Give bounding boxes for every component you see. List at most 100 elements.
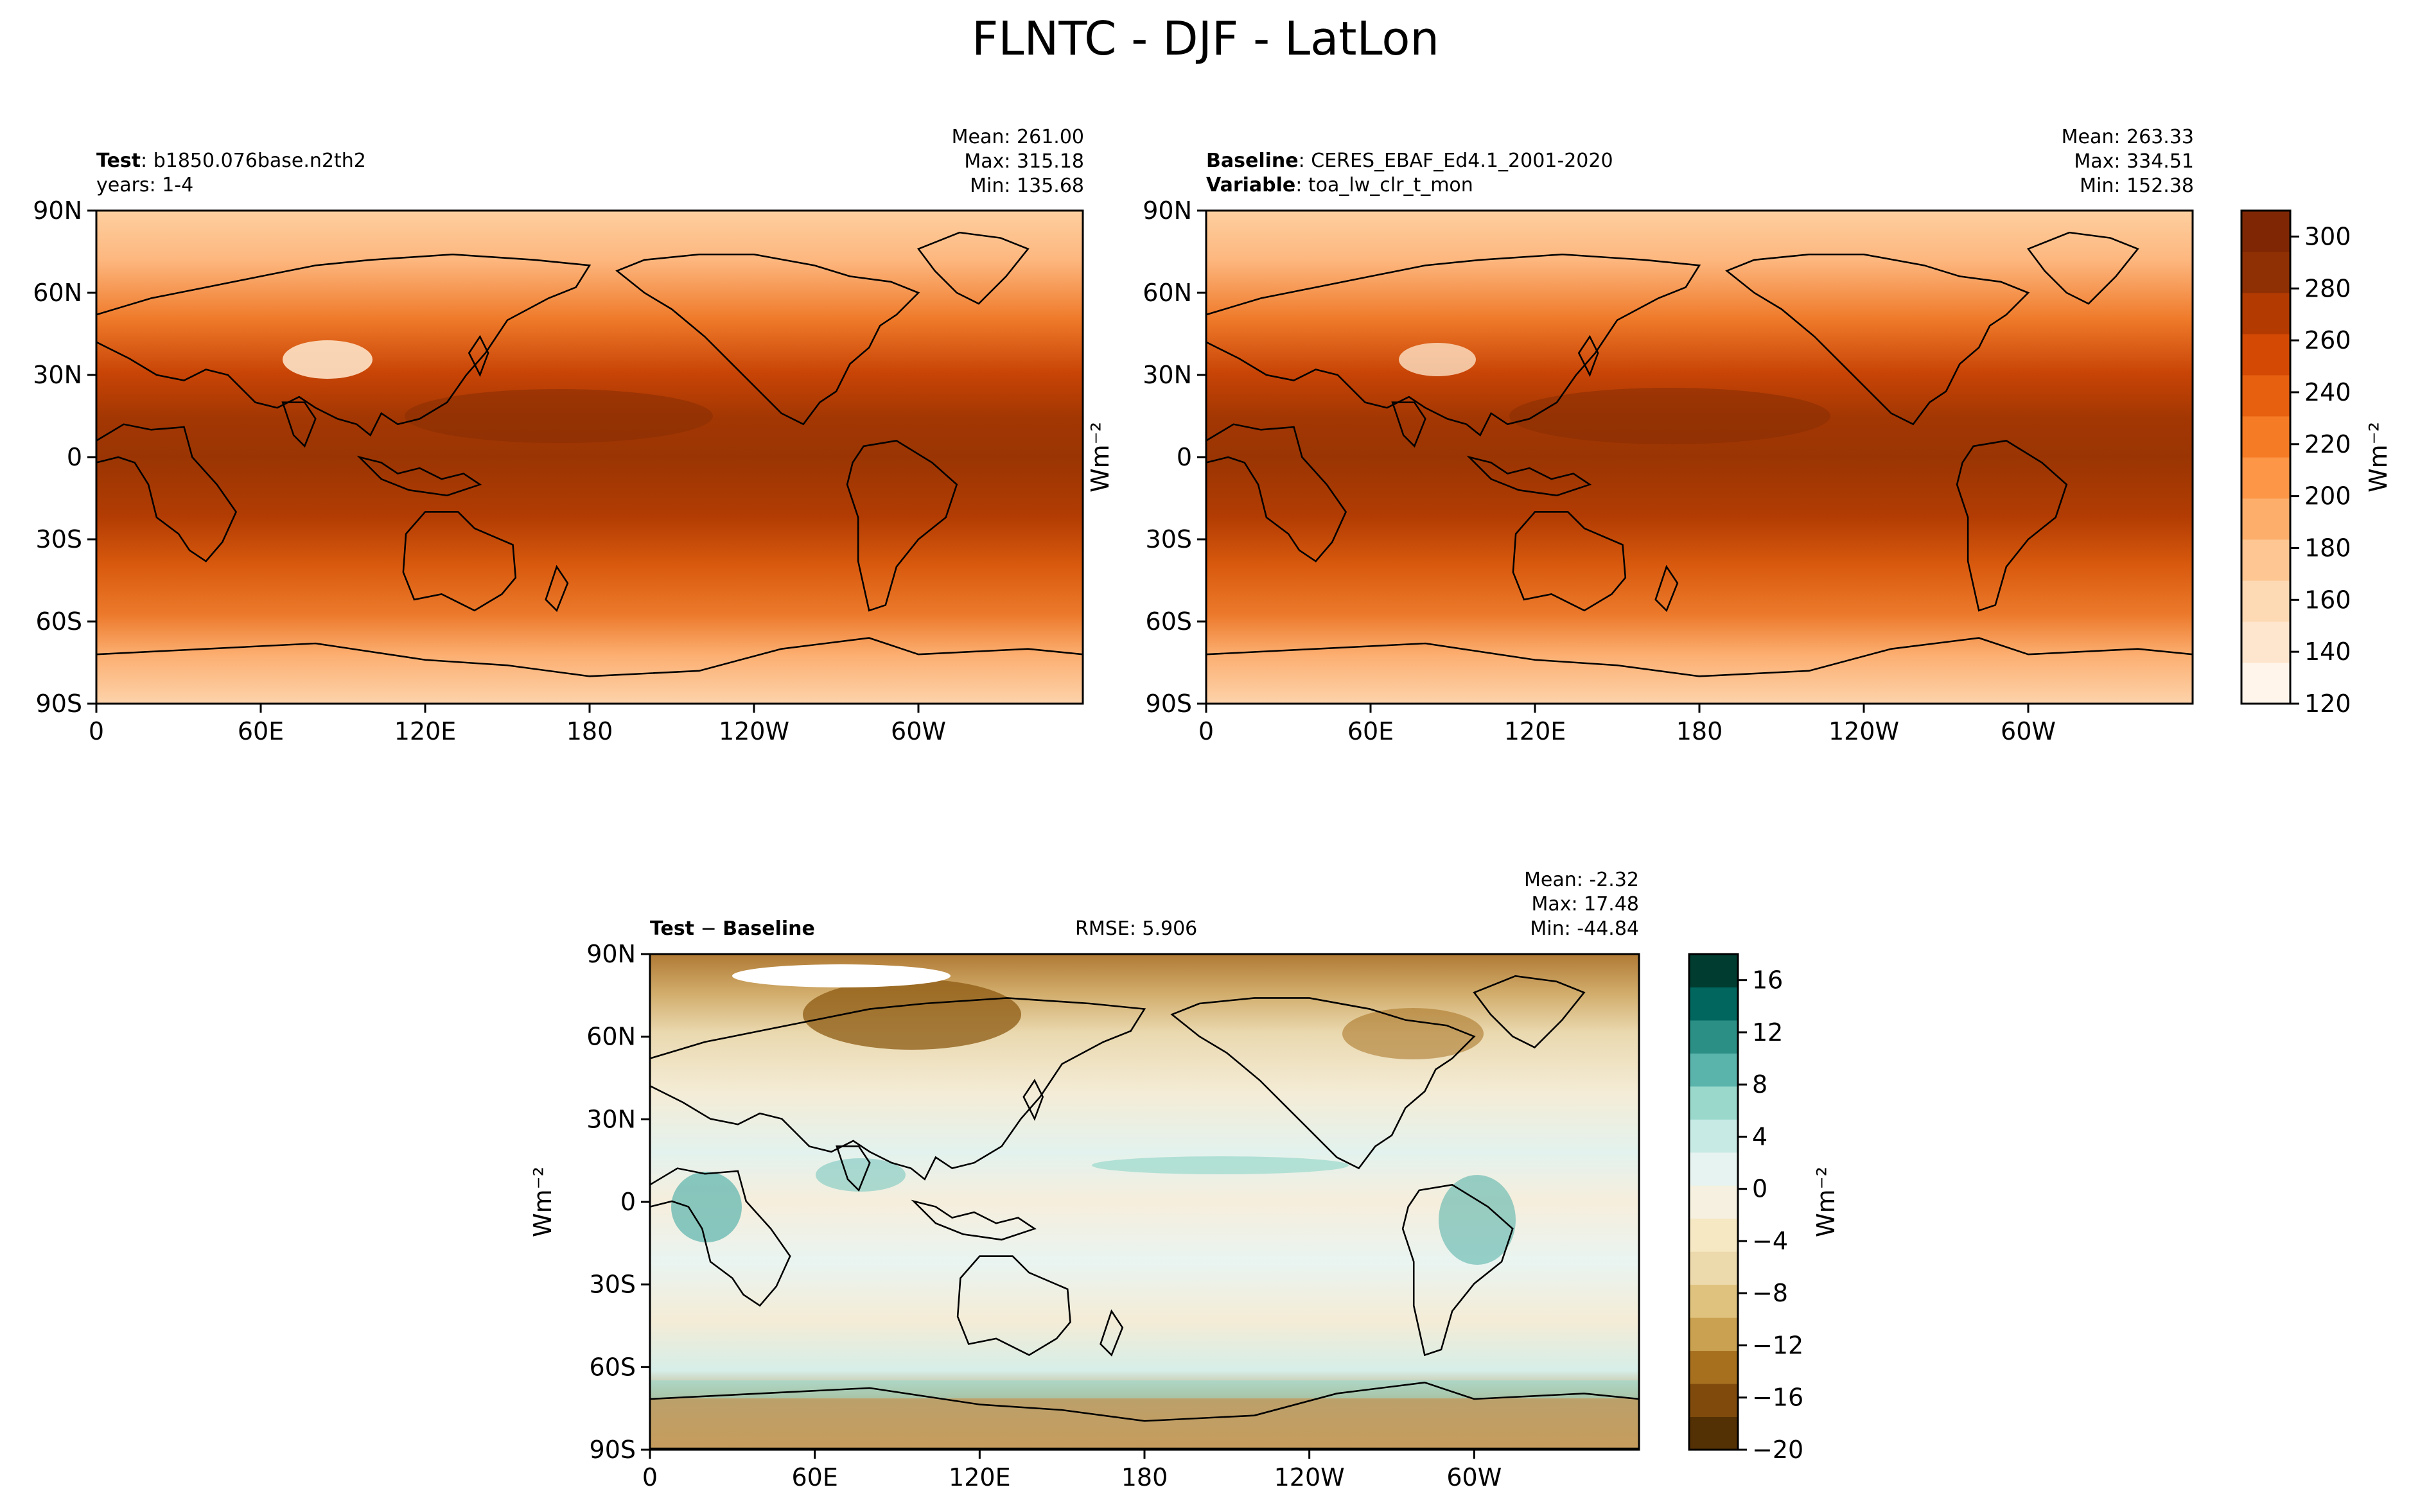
diff-pacific-positive: [1092, 1156, 1349, 1174]
diff-label-key: Test: [650, 917, 695, 940]
difference-x-tick-label: 180: [1121, 1463, 1168, 1491]
baseline-label-key: Baseline: [1206, 150, 1299, 172]
test-map-panel: 0 60E 120E 180 120W 60W 90N 60N 30N 0 30S 60S 90S: [33, 196, 1083, 745]
field-colorbar-label: Wm⁻²: [2364, 422, 2392, 492]
diff-min: Min: -44.84: [1530, 917, 1639, 940]
field-colorbar-segment: [2241, 498, 2290, 540]
diff-panel-label: Test − Baseline: [650, 917, 815, 941]
diff-southern-ocean-positive: [650, 1380, 1639, 1398]
field-colorbar-segment: [2241, 252, 2290, 293]
difference-x-tick-label: 120E: [949, 1463, 1011, 1491]
difference-x-tick-label: 60E: [791, 1463, 837, 1491]
test-x-tick-label: 60E: [238, 717, 284, 745]
field-colorbar-tick-label: 220: [2304, 430, 2351, 458]
test-label-value: b1850.076base.n2th2: [153, 150, 366, 172]
test-max: Max: 315.18: [964, 150, 1084, 173]
diff-colorbar-frame: [1688, 953, 1739, 1451]
diff-colorbar-segment: [1689, 987, 1738, 1021]
baseline-y-axis-label: Wm⁻²: [1086, 422, 1114, 492]
baseline-x-tick-label: 60E: [1347, 717, 1394, 745]
test-y-tick-label: 90N: [33, 196, 82, 225]
baseline-max: Max: 334.51: [2074, 150, 2194, 173]
test-axes: 0 60E 120E 180 120W 60W 90N 60N 30N 0 30S 60S 90S: [33, 196, 946, 745]
field-colorbar-tick-label: 120: [2304, 690, 2351, 718]
difference-x-tick-label: 120W: [1274, 1463, 1345, 1491]
difference-y-tick-label: 90S: [590, 1436, 636, 1464]
baseline-x-tick-label: 0: [1198, 717, 1214, 745]
diff-africa-positive: [671, 1172, 742, 1242]
diff-map-panel: 0 60E 120E 180 120W 60W 90N 60N 30N 0 30S 60S 90S Wm⁻…: [529, 940, 1639, 1491]
diff-canada-negative: [1342, 1008, 1484, 1059]
diff-colorbar-segment: [1689, 1086, 1738, 1120]
test-y-tick-label: 30N: [33, 361, 82, 389]
difference-y-tick-label: 30S: [590, 1271, 636, 1299]
baseline-x-tick-label: 120W: [1828, 717, 1899, 745]
diff-label-op: −: [694, 917, 723, 940]
baseline-y-tick-label: 90S: [1146, 690, 1192, 718]
diff-colorbar-tick-label: −12: [1752, 1331, 1803, 1359]
difference-x-tick-label: 60W: [1446, 1463, 1502, 1491]
baseline-panel-label: Baseline: CERES_EBAF_Ed4.1_2001-2020 Var…: [1206, 150, 1613, 196]
diff-colorbar-segment: [1689, 1119, 1738, 1153]
baseline-y-tick-label: 60S: [1146, 607, 1192, 636]
test-x-tick-label: 120W: [719, 717, 789, 745]
test-panel-label: Test: b1850.076base.n2th2 years: 1-4: [96, 150, 366, 196]
baseline-map-panel: 0 60E 120E 180 120W 60W 90N 60N 30N 0 30S 60S 90S Wm⁻…: [1086, 196, 2193, 745]
variable-label-value: toa_lw_clr_t_mon: [1308, 174, 1473, 196]
field-colorbar-segment: [2241, 334, 2290, 376]
field-colorbar-tick-label: 300: [2304, 222, 2351, 250]
diff-amazon-positive: [1439, 1175, 1516, 1265]
test-label-key: Test: [96, 150, 141, 172]
diff-colorbar-tick-label: −20: [1752, 1436, 1803, 1464]
diff-colorbar-segment: [1689, 954, 1738, 987]
baseline-min: Min: 152.38: [2080, 175, 2194, 197]
diff-colorbar-segment: [1689, 1185, 1738, 1219]
baseline-axes: 0 60E 120E 180 120W 60W 90N 60N 30N 0 30S 60S 90S Wm⁻…: [1086, 196, 2056, 745]
baseline-x-tick-label: 60W: [2001, 717, 2056, 745]
diff-colorbar-tick-label: 8: [1752, 1070, 1767, 1099]
test-x-tick-label: 120E: [394, 717, 457, 745]
test-x-tick-label: 180: [566, 717, 613, 745]
test-years: years: 1-4: [96, 174, 194, 196]
baseline-label-value: CERES_EBAF_Ed4.1_2001-2020: [1311, 150, 1613, 172]
diff-colorbar-tick-label: 4: [1752, 1122, 1767, 1151]
field-colorbar-segment: [2241, 416, 2290, 458]
diff-colorbar-tick-label: −16: [1752, 1384, 1803, 1412]
diff-colorbar-tick-label: 16: [1752, 966, 1783, 995]
diff-axes: 0 60E 120E 180 120W 60W 90N 60N 30N 0 30S 60S 90S Wm⁻…: [529, 940, 1502, 1491]
difference-x-tick-label: 0: [642, 1463, 658, 1491]
diff-colorbar-segment: [1689, 1251, 1738, 1285]
baseline-x-tick-label: 180: [1676, 717, 1723, 745]
difference-y-axis-label: Wm⁻²: [529, 1167, 557, 1237]
field-colorbar-tick-label: 200: [2304, 482, 2351, 510]
diff-colorbar-label: Wm⁻²: [1812, 1167, 1840, 1237]
diff-indian-positive: [816, 1158, 906, 1192]
field-colorbar-tick-label: 280: [2304, 274, 2351, 302]
test-x-tick-label: 60W: [891, 717, 946, 745]
baseline-warm-pool: [1509, 388, 1830, 444]
diff-colorbar-segment: [1689, 1317, 1738, 1351]
diff-colorbar-segment: [1689, 1053, 1738, 1087]
diff-colorbar-segment: [1689, 1384, 1738, 1418]
diff-colorbar-tick-label: 0: [1752, 1175, 1767, 1203]
diff-colorbar-segment: [1689, 1416, 1738, 1450]
field-colorbar-segment: [2241, 580, 2290, 622]
diff-arctic-missing: [732, 964, 951, 987]
baseline-y-tick-label: 30N: [1143, 361, 1192, 389]
test-warm-pool: [405, 389, 713, 443]
variable-label-key: Variable: [1206, 174, 1296, 196]
baseline-y-tick-label: 60N: [1143, 279, 1192, 307]
field-colorbar-tick-label: 260: [2304, 326, 2351, 354]
diff-colorbar: −20 −16 −12 −8 −4 0 4 8 12 16 Wm⁻²: [1688, 953, 1840, 1464]
test-map-field: [96, 211, 1083, 704]
field-colorbar: 120 140 160 180 200 220 240 260 280 300 Wm⁻²: [2240, 209, 2392, 718]
diff-colorbar-tick-label: −8: [1752, 1279, 1788, 1307]
baseline-map-field: [1206, 211, 2193, 704]
field-colorbar-segment: [2241, 457, 2290, 499]
test-y-tick-label: 0: [67, 443, 82, 471]
diff-max: Max: 17.48: [1531, 893, 1639, 916]
field-colorbar-segment: [2241, 375, 2290, 417]
diff-colorbar-tick-label: 12: [1752, 1018, 1783, 1047]
diff-mean: Mean: -2.32: [1523, 869, 1639, 891]
